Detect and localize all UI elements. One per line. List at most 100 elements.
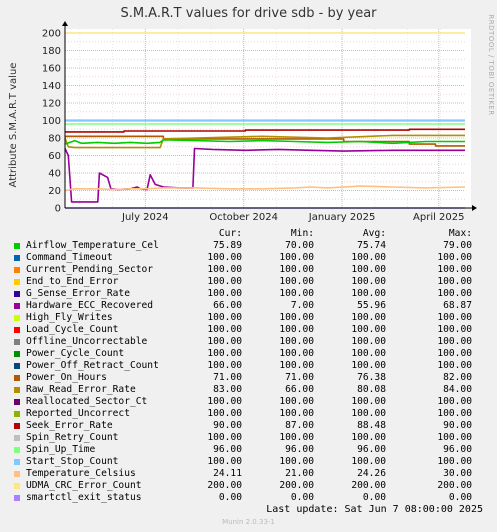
legend-cur: 100.00: [207, 276, 242, 287]
legend-max: 100.00: [437, 264, 472, 275]
legend-swatch: [14, 387, 20, 393]
legend-avg: 76.38: [357, 372, 386, 383]
legend-swatch: [14, 411, 20, 417]
legend-min: 100.00: [279, 312, 314, 323]
legend-swatch: [14, 243, 20, 249]
legend-row: Power_Off_Retract_Count 100.00 100.00 100.0…: [14, 360, 494, 372]
legend-name: Airflow_Temperature_Cel: [26, 240, 159, 251]
legend-min: 100.00: [279, 360, 314, 371]
legend-name: End_to_End_Error: [26, 276, 119, 287]
legend-row: Reallocated_Sector_Ct 100.00 100.00 100.00 1…: [14, 396, 494, 408]
series-line: [64, 185, 466, 192]
legend-rows: Airflow_Temperature_Cel 75.89 70.00 75.74 79…: [14, 240, 494, 504]
legend-name: Raw_Read_Error_Rate: [26, 384, 136, 395]
y-tick-label: 20: [48, 186, 61, 197]
legend-name: Power_Cycle_Count: [26, 348, 125, 359]
legend-max: 100.00: [437, 360, 472, 371]
legend-max: 30.00: [443, 468, 472, 479]
legend-row: UDMA_CRC_Error_Count 200.00 200.00 200.00 20…: [14, 480, 494, 492]
legend-min: 100.00: [279, 324, 314, 335]
legend-avg: 75.74: [357, 240, 386, 251]
legend-row: Spin_Retry_Count 100.00 100.00 100.00 100.00: [14, 432, 494, 444]
legend-avg: 0.00: [362, 492, 386, 503]
legend-min: 100.00: [279, 396, 314, 407]
legend-name: Current_Pending_Sector: [26, 264, 154, 275]
legend-row: Load_Cycle_Count 100.00 100.00 100.00 100.00: [14, 324, 494, 336]
legend-name: Reported_Uncorrect: [26, 408, 130, 419]
legend-min: 100.00: [279, 456, 314, 467]
legend-max: 0.00: [448, 492, 472, 503]
legend-max: 100.00: [437, 348, 472, 359]
legend-avg: 96.00: [357, 444, 386, 455]
series-line: [64, 139, 465, 145]
legend-name: Offline_Uncorrectable: [26, 336, 148, 347]
legend-min: 0.00: [290, 492, 314, 503]
y-tick-label: 80: [48, 134, 61, 145]
legend-row: Offline_Uncorrectable 100.00 100.00 100.00 1…: [14, 336, 494, 348]
legend-min: 96.00: [285, 444, 314, 455]
legend-max: 100.00: [437, 336, 472, 347]
x-tick-label: January 2025: [308, 212, 376, 223]
legend-cur: 100.00: [207, 360, 242, 371]
legend-row: G_Sense_Error_Rate 100.00 100.00 100.00 100.…: [14, 288, 494, 300]
legend-name: Temperature_Celsius: [26, 468, 136, 479]
legend-avg: 100.00: [351, 456, 386, 467]
legend-row: smartctl_exit_status 0.00 0.00 0.00 0.00: [14, 492, 494, 504]
y-tick-label: 40: [48, 169, 61, 180]
legend-row: High_Fly_Writes 100.00 100.00 100.00 100.00: [14, 312, 494, 324]
legend-min: 100.00: [279, 264, 314, 275]
legend-swatch: [14, 471, 20, 477]
legend-swatch: [14, 315, 20, 321]
legend-cur: 24.11: [213, 468, 242, 479]
legend-row: Airflow_Temperature_Cel 75.89 70.00 75.74 79…: [14, 240, 494, 252]
legend-avg: 100.00: [351, 432, 386, 443]
legend-row: Start_Stop_Count 100.00 100.00 100.00 100.00: [14, 456, 494, 468]
y-tick-label: 120: [42, 99, 61, 110]
munin-version: Munin 2.0.33-1: [222, 518, 275, 526]
legend-cur: 100.00: [207, 408, 242, 419]
legend-max: 100.00: [437, 432, 472, 443]
legend: Cur: Min: Avg: Max: Airflow_Temperature_…: [14, 228, 494, 504]
legend-max: 82.00: [443, 372, 472, 383]
x-tick-label: October 2024: [209, 212, 278, 223]
legend-min: 100.00: [279, 336, 314, 347]
legend-swatch: [14, 399, 20, 405]
legend-avg: 100.00: [351, 396, 386, 407]
legend-name: Spin_Retry_Count: [26, 432, 119, 443]
y-tick-label: 200: [42, 29, 61, 40]
legend-min: 70.00: [285, 240, 314, 251]
legend-cur: 100.00: [207, 252, 242, 263]
legend-row: Raw_Read_Error_Rate 83.00 66.00 80.08 84.00: [14, 384, 494, 396]
series-line: [64, 134, 465, 149]
legend-name: Hardware_ECC_Recovered: [26, 300, 154, 311]
legend-name: Seek_Error_Rate: [26, 420, 113, 431]
legend-name: smartctl_exit_status: [26, 492, 142, 503]
y-tick-label: 60: [48, 151, 61, 162]
series-line: [65, 128, 465, 133]
series-line: [64, 147, 465, 203]
legend-row: Power_Cycle_Count 100.00 100.00 100.00 100.0…: [14, 348, 494, 360]
legend-max: 100.00: [437, 456, 472, 467]
legend-name: Spin_Up_Time: [26, 444, 96, 455]
y-tick-label: 140: [42, 81, 61, 92]
legend-avg: 100.00: [351, 252, 386, 263]
legend-cur: 100.00: [207, 336, 242, 347]
legend-cur: 100.00: [207, 396, 242, 407]
legend-swatch: [14, 435, 20, 441]
legend-avg: 100.00: [351, 348, 386, 359]
legend-cur: 100.00: [207, 288, 242, 299]
x-tick-label: July 2024: [121, 212, 169, 223]
legend-max: 100.00: [437, 276, 472, 287]
legend-min: 100.00: [279, 252, 314, 263]
legend-name: Start_Stop_Count: [26, 456, 119, 467]
legend-min: 100.00: [279, 348, 314, 359]
x-axis-arrow: [472, 205, 477, 211]
legend-max: 100.00: [437, 252, 472, 263]
legend-max: 200.00: [437, 480, 472, 491]
legend-cur: 200.00: [207, 480, 242, 491]
legend-max: 84.00: [443, 384, 472, 395]
legend-cur: 0.00: [218, 492, 242, 503]
legend-row: Reported_Uncorrect 100.00 100.00 100.00 100.…: [14, 408, 494, 420]
legend-avg: 24.26: [357, 468, 386, 479]
